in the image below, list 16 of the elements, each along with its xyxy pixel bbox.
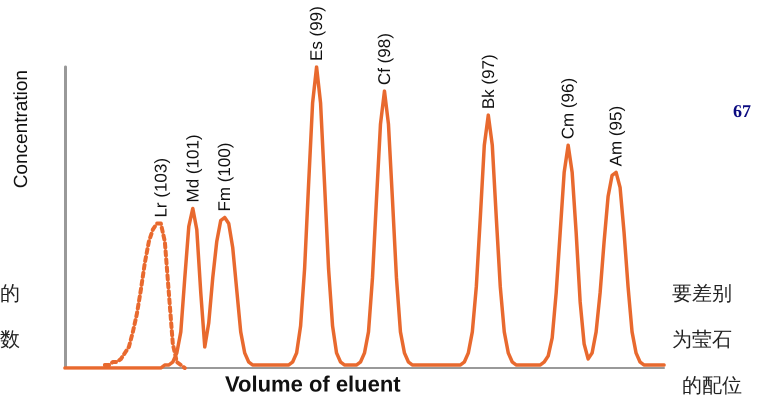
text: 的 xyxy=(0,283,20,305)
annotation: Cm (96) xyxy=(558,78,578,140)
text: 的配位 xyxy=(682,375,742,397)
annotation: Am (95) xyxy=(606,106,626,166)
annotation: Fm (100) xyxy=(215,142,234,212)
text: 为莹石 xyxy=(672,329,732,351)
text: 要差别 xyxy=(672,283,732,305)
text: 数 xyxy=(0,329,20,351)
y-axis-title: Concentration xyxy=(11,70,32,188)
annotation: Lr (103) xyxy=(151,158,170,218)
annotation: Bk (97) xyxy=(478,54,498,110)
text: 67 xyxy=(733,101,751,121)
annotation: Es (99) xyxy=(307,6,326,61)
annotation: Md (101) xyxy=(183,134,202,202)
annotation: Cf (98) xyxy=(374,33,394,86)
x-axis-title: Volume of eluent xyxy=(225,372,402,396)
